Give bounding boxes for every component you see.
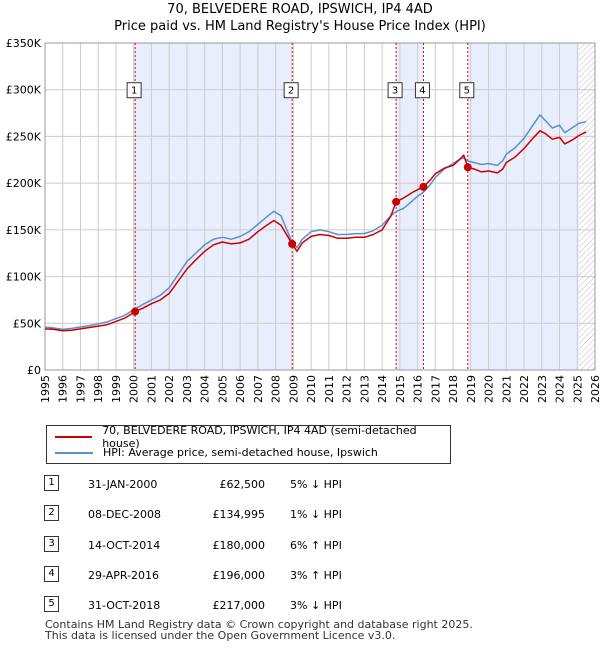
- sale-number-label: 4: [419, 86, 425, 97]
- x-tick-label: 2025: [571, 375, 584, 403]
- sale-price: £62,500: [219, 478, 266, 491]
- sale-hpi-diff: 3% ↑ HPI: [290, 569, 342, 582]
- sale-point: [419, 182, 428, 191]
- x-tick-label: 1999: [110, 375, 123, 403]
- sale-number-label: 1: [131, 86, 137, 97]
- sale-price: £180,000: [212, 539, 266, 552]
- sale-hpi-diff: 3% ↓ HPI: [290, 599, 342, 612]
- x-tick-label: 2000: [128, 375, 141, 403]
- sale-period-shade: [467, 43, 580, 370]
- hpi-line: [44, 114, 587, 331]
- sale-number-box: [387, 82, 403, 99]
- sale-date: 29-APR-2016: [88, 569, 160, 582]
- legend-item-price: 70, BELVEDERE ROAD, IPSWICH, IP4 4AD (se…: [55, 424, 450, 450]
- x-tick-label: 2018: [447, 375, 460, 403]
- x-tick-label: 1995: [39, 375, 52, 403]
- table-row: 5 31-OCT-2018 £217,000 3% ↓ HPI: [0, 596, 600, 616]
- sale-number-label: 2: [288, 86, 294, 97]
- footer-attribution: Contains HM Land Registry data © Crown c…: [45, 619, 473, 641]
- y-tick-label: £150K: [6, 224, 42, 237]
- sale-number-box: [459, 82, 475, 99]
- y-tick-label: £300K: [6, 84, 42, 97]
- sale-price: £196,000: [212, 569, 266, 582]
- x-tick-label: 2006: [234, 375, 247, 403]
- x-tick-label: 2002: [163, 375, 176, 403]
- forecast-hatch: [579, 43, 595, 370]
- legend-hpi-label: HPI: Average price, semi-detached house,…: [103, 446, 378, 459]
- chart-subtitle: Price paid vs. HM Land Registry's House …: [114, 19, 486, 34]
- x-tick-label: 1998: [92, 375, 105, 403]
- price-paid-line: [44, 130, 587, 332]
- sale-price: £134,995: [212, 508, 266, 521]
- sale-number-badge: 2: [44, 505, 59, 521]
- x-tick-label: 2020: [483, 375, 496, 403]
- legend-price-label: 70, BELVEDERE ROAD, IPSWICH, IP4 4AD (se…: [102, 423, 417, 450]
- x-tick-label: 2021: [500, 375, 513, 403]
- footer-licence: This data is licensed under the Open Gov…: [45, 629, 396, 642]
- x-tick-label: 2013: [358, 375, 371, 403]
- x-tick-label: 2014: [376, 375, 389, 403]
- y-tick-label: £200K: [6, 177, 42, 190]
- y-tick-label: £250K: [6, 130, 42, 143]
- page-title: 70, BELVEDERE ROAD, IPSWICH, IP4 4AD: [167, 2, 433, 17]
- sale-point: [463, 163, 472, 172]
- sale-number-badge: 1: [44, 475, 59, 491]
- sale-hpi-diff: 1% ↓ HPI: [290, 508, 342, 521]
- sale-number-badge: 4: [44, 566, 59, 582]
- x-tick-label: 2026: [589, 375, 600, 403]
- table-row: 1 31-JAN-2000 £62,500 5% ↓ HPI: [0, 475, 600, 495]
- x-tick-label: 2011: [323, 375, 336, 403]
- x-tick-label: 2019: [465, 375, 478, 403]
- sale-date: 14-OCT-2014: [88, 539, 161, 552]
- x-tick-label: 2016: [412, 375, 425, 403]
- sale-period-shade: [135, 43, 293, 370]
- x-tick-label: 2001: [145, 375, 158, 403]
- plot-frame: [44, 42, 596, 371]
- x-tick-label: 2003: [181, 375, 194, 403]
- sale-point: [392, 197, 401, 206]
- x-tick-label: 1996: [57, 375, 70, 403]
- x-tick-label: 2005: [216, 375, 229, 403]
- sale-date: 31-JAN-2000: [88, 478, 158, 491]
- legend-item-hpi: HPI: Average price, semi-detached house,…: [55, 445, 378, 460]
- sale-number-label: 3: [392, 86, 398, 97]
- x-tick-label: 2007: [252, 375, 265, 403]
- y-tick-label: £350K: [6, 37, 42, 50]
- x-tick-label: 2024: [554, 375, 567, 403]
- legend-price-swatch: [55, 435, 93, 438]
- sale-number-box: [126, 82, 142, 99]
- x-tick-label: 2008: [270, 375, 283, 403]
- table-row: 4 29-APR-2016 £196,000 3% ↑ HPI: [0, 566, 600, 586]
- x-tick-label: 2015: [394, 375, 407, 403]
- sale-number-badge: 3: [44, 536, 59, 552]
- y-tick-label: £50K: [13, 317, 42, 330]
- x-tick-label: 2009: [287, 375, 300, 403]
- x-tick-label: 2023: [536, 375, 549, 403]
- x-tick-label: 2012: [341, 375, 354, 403]
- sale-number-label: 5: [464, 86, 470, 97]
- sale-price: £217,000: [212, 599, 266, 612]
- sale-date: 31-OCT-2018: [88, 599, 161, 612]
- sale-date: 08-DEC-2008: [88, 508, 162, 521]
- y-tick-label: £0: [27, 364, 41, 377]
- sale-point: [288, 239, 297, 248]
- sale-point: [131, 307, 140, 316]
- sale-number-box: [414, 82, 430, 99]
- footer-copyright: Contains HM Land Registry data © Crown c…: [45, 618, 473, 631]
- x-tick-label: 1997: [74, 375, 87, 403]
- x-tick-label: 2022: [518, 375, 531, 403]
- x-tick-label: 2010: [305, 375, 318, 403]
- sale-number-box: [283, 82, 299, 99]
- price-chart: £0 £50K £100K £150K £200K £250K £300K £350K 1995…: [6, 37, 600, 403]
- table-row: 2 08-DEC-2008 £134,995 1% ↓ HPI: [0, 505, 600, 525]
- chart-legend: 70, BELVEDERE ROAD, IPSWICH, IP4 4AD (se…: [46, 424, 451, 464]
- sale-hpi-diff: 6% ↑ HPI: [290, 539, 342, 552]
- x-tick-label: 2004: [199, 375, 212, 403]
- sale-number-badge: 5: [44, 596, 59, 612]
- y-tick-label: £100K: [6, 271, 42, 284]
- legend-hpi-swatch: [55, 451, 93, 454]
- x-tick-label: 2017: [429, 375, 442, 403]
- table-row: 3 14-OCT-2014 £180,000 6% ↑ HPI: [0, 536, 600, 556]
- sale-hpi-diff: 5% ↓ HPI: [290, 478, 342, 491]
